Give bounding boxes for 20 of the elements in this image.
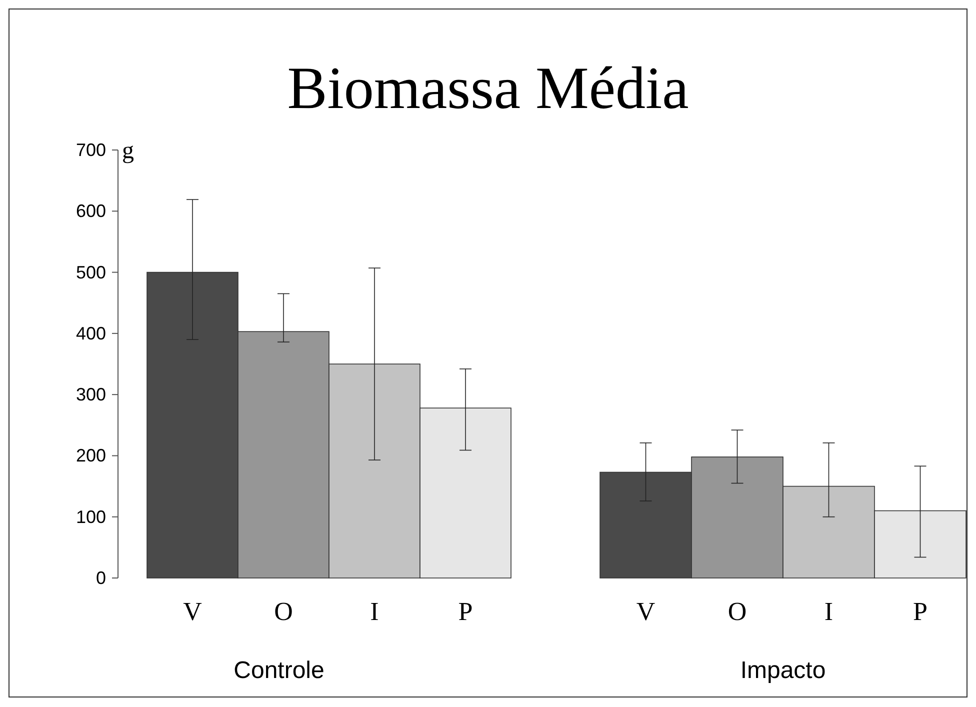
x-tick-label: P <box>913 597 928 626</box>
x-tick-label: O <box>274 597 293 626</box>
y-tick-label: 600 <box>76 201 106 222</box>
y-axis-title: g <box>122 138 134 164</box>
chart-title: Biomassa Média <box>287 55 689 121</box>
y-tick-label: 200 <box>76 446 106 466</box>
x-tick-label: V <box>636 597 656 626</box>
y-tick-label: 400 <box>76 323 106 344</box>
x-tick-label: P <box>458 597 473 626</box>
x-tick-label: I <box>824 597 834 626</box>
x-axis-title: Impacto <box>740 657 826 684</box>
x-axis-title: Controle <box>234 657 324 684</box>
y-tick-label: 300 <box>76 384 106 405</box>
y-tick-label: 100 <box>76 506 106 527</box>
y-tick-label: 0 <box>96 568 106 588</box>
x-tick-label: I <box>370 597 379 626</box>
y-tick-label: 500 <box>76 262 106 282</box>
x-tick-label: O <box>728 597 747 626</box>
x-tick-label: V <box>183 597 202 626</box>
y-tick-label: 700 <box>76 140 106 160</box>
